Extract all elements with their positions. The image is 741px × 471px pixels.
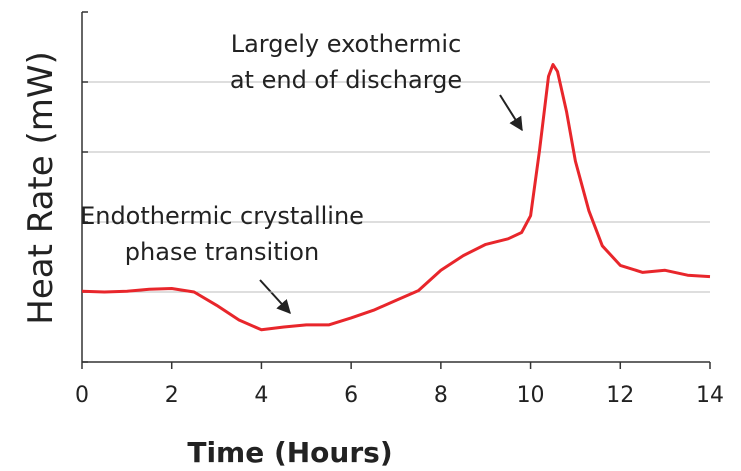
x-tick-label: 4 bbox=[254, 383, 268, 408]
data-line bbox=[81, 63, 711, 332]
x-tick-label: 6 bbox=[344, 383, 358, 408]
y-axis-label: Heat Rate (mW) bbox=[21, 51, 61, 325]
arrow bbox=[259, 279, 291, 315]
annotation: phase transition bbox=[125, 238, 319, 266]
arrow bbox=[499, 94, 523, 132]
x-axis-label: Time (Hours) bbox=[187, 436, 392, 469]
annotation: Endothermic crystalline bbox=[80, 202, 364, 230]
x-tick-label: 8 bbox=[434, 383, 448, 408]
x-tick-label: 10 bbox=[517, 383, 545, 408]
annotation: at end of discharge bbox=[230, 66, 462, 94]
x-tick-label: 2 bbox=[165, 383, 179, 408]
x-tick-label: 14 bbox=[696, 383, 724, 408]
x-tick-label: 0 bbox=[75, 383, 89, 408]
x-tick-label: 12 bbox=[606, 383, 634, 408]
annotation: Largely exothermic bbox=[231, 30, 462, 58]
